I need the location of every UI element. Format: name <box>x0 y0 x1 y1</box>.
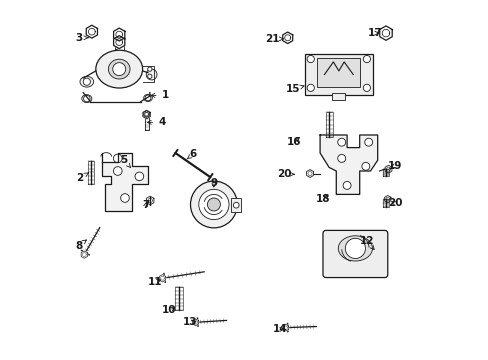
Circle shape <box>121 194 129 202</box>
Polygon shape <box>192 319 198 326</box>
Polygon shape <box>102 153 148 211</box>
FancyBboxPatch shape <box>322 230 387 278</box>
Bar <box>317 58 360 87</box>
Circle shape <box>363 84 370 91</box>
Text: 19: 19 <box>387 161 401 171</box>
Text: 2: 2 <box>76 173 88 183</box>
Circle shape <box>190 181 237 228</box>
Text: 3: 3 <box>75 33 88 43</box>
Text: 15: 15 <box>285 84 304 94</box>
Ellipse shape <box>80 76 94 87</box>
Polygon shape <box>384 165 391 173</box>
Circle shape <box>147 74 152 78</box>
Text: 1: 1 <box>151 90 168 100</box>
Ellipse shape <box>96 50 142 88</box>
Polygon shape <box>81 251 87 258</box>
Polygon shape <box>113 28 124 41</box>
Polygon shape <box>282 32 292 44</box>
Circle shape <box>113 167 122 175</box>
Circle shape <box>146 69 157 80</box>
Circle shape <box>337 154 345 162</box>
Polygon shape <box>159 275 165 282</box>
Circle shape <box>135 172 143 181</box>
Bar <box>332 93 345 100</box>
Text: 20: 20 <box>276 169 294 179</box>
Polygon shape <box>306 170 313 177</box>
Text: 13: 13 <box>182 317 197 327</box>
Text: 20: 20 <box>387 198 402 208</box>
Text: 16: 16 <box>286 137 301 147</box>
Polygon shape <box>142 110 150 119</box>
Circle shape <box>145 95 151 101</box>
Circle shape <box>337 138 345 146</box>
Circle shape <box>306 55 314 63</box>
Circle shape <box>343 181 350 189</box>
Text: 7: 7 <box>142 200 149 210</box>
Text: 8: 8 <box>75 240 86 251</box>
Circle shape <box>363 55 370 63</box>
Circle shape <box>233 202 239 208</box>
Text: 5: 5 <box>120 155 130 167</box>
Polygon shape <box>384 195 390 203</box>
Polygon shape <box>113 36 124 49</box>
Ellipse shape <box>81 95 92 103</box>
Text: 9: 9 <box>210 177 217 188</box>
Text: 12: 12 <box>359 236 373 249</box>
Ellipse shape <box>338 236 372 261</box>
Circle shape <box>361 162 369 170</box>
Text: 18: 18 <box>315 194 329 204</box>
Polygon shape <box>86 25 97 38</box>
Circle shape <box>113 63 125 76</box>
Bar <box>304 54 372 95</box>
Ellipse shape <box>108 59 130 79</box>
Circle shape <box>147 67 152 71</box>
Circle shape <box>199 189 228 220</box>
Polygon shape <box>143 111 149 117</box>
Polygon shape <box>320 135 377 194</box>
Circle shape <box>207 198 220 211</box>
Circle shape <box>113 154 122 163</box>
Text: 21: 21 <box>265 34 283 44</box>
Polygon shape <box>282 324 288 331</box>
Text: 10: 10 <box>162 305 176 315</box>
Circle shape <box>83 95 90 102</box>
Text: 14: 14 <box>272 324 286 334</box>
Circle shape <box>345 238 365 258</box>
Text: 4: 4 <box>147 117 165 127</box>
Circle shape <box>306 84 314 91</box>
Polygon shape <box>379 26 391 40</box>
Text: 6: 6 <box>186 149 197 159</box>
Bar <box>231 198 241 212</box>
Text: 11: 11 <box>148 276 162 287</box>
Polygon shape <box>146 196 154 205</box>
Circle shape <box>83 78 90 85</box>
Text: 17: 17 <box>367 28 381 38</box>
Circle shape <box>364 138 372 146</box>
Ellipse shape <box>143 94 152 102</box>
